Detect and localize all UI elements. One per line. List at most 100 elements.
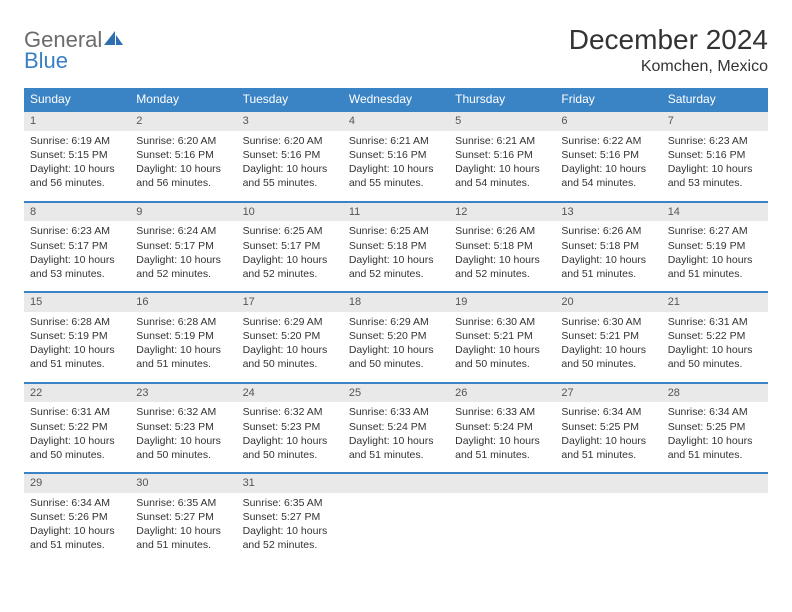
sunrise-line: Sunrise: 6:21 AM <box>455 134 549 148</box>
calendar-cell: 25Sunrise: 6:33 AMSunset: 5:24 PMDayligh… <box>343 383 449 474</box>
sunset-line: Sunset: 5:17 PM <box>243 239 337 253</box>
calendar-cell: 11Sunrise: 6:25 AMSunset: 5:18 PMDayligh… <box>343 202 449 293</box>
day-number: 29 <box>24 474 130 493</box>
sunset-line: Sunset: 5:21 PM <box>455 329 549 343</box>
day-body: Sunrise: 6:20 AMSunset: 5:16 PMDaylight:… <box>130 131 236 201</box>
sunset-line: Sunset: 5:17 PM <box>30 239 124 253</box>
daylight-line: Daylight: 10 hours and 53 minutes. <box>30 253 124 281</box>
day-body: Sunrise: 6:34 AMSunset: 5:25 PMDaylight:… <box>555 402 661 472</box>
calendar-cell: 8Sunrise: 6:23 AMSunset: 5:17 PMDaylight… <box>24 202 130 293</box>
calendar-cell-empty <box>343 473 449 563</box>
calendar-row: 8Sunrise: 6:23 AMSunset: 5:17 PMDaylight… <box>24 202 768 293</box>
day-number: 20 <box>555 293 661 312</box>
day-body: Sunrise: 6:31 AMSunset: 5:22 PMDaylight:… <box>662 312 768 382</box>
day-number: 19 <box>449 293 555 312</box>
calendar-cell: 24Sunrise: 6:32 AMSunset: 5:23 PMDayligh… <box>237 383 343 474</box>
calendar-cell: 16Sunrise: 6:28 AMSunset: 5:19 PMDayligh… <box>130 292 236 383</box>
sunset-line: Sunset: 5:27 PM <box>136 510 230 524</box>
sunrise-line: Sunrise: 6:25 AM <box>349 224 443 238</box>
daylight-line: Daylight: 10 hours and 51 minutes. <box>561 253 655 281</box>
day-number: 18 <box>343 293 449 312</box>
daylight-line: Daylight: 10 hours and 50 minutes. <box>561 343 655 371</box>
daylight-line: Daylight: 10 hours and 52 minutes. <box>136 253 230 281</box>
day-body: Sunrise: 6:20 AMSunset: 5:16 PMDaylight:… <box>237 131 343 201</box>
calendar-cell-empty <box>555 473 661 563</box>
day-number: 23 <box>130 384 236 403</box>
sunrise-line: Sunrise: 6:22 AM <box>561 134 655 148</box>
sunset-line: Sunset: 5:16 PM <box>243 148 337 162</box>
day-number: 31 <box>237 474 343 493</box>
calendar-cell: 14Sunrise: 6:27 AMSunset: 5:19 PMDayligh… <box>662 202 768 293</box>
daylight-line: Daylight: 10 hours and 50 minutes. <box>243 343 337 371</box>
day-body <box>343 493 449 551</box>
day-body: Sunrise: 6:33 AMSunset: 5:24 PMDaylight:… <box>449 402 555 472</box>
calendar-cell: 30Sunrise: 6:35 AMSunset: 5:27 PMDayligh… <box>130 473 236 563</box>
daylight-line: Daylight: 10 hours and 51 minutes. <box>455 434 549 462</box>
sunrise-line: Sunrise: 6:28 AM <box>136 315 230 329</box>
daylight-line: Daylight: 10 hours and 52 minutes. <box>243 253 337 281</box>
calendar-cell: 17Sunrise: 6:29 AMSunset: 5:20 PMDayligh… <box>237 292 343 383</box>
day-body <box>449 493 555 551</box>
daylight-line: Daylight: 10 hours and 56 minutes. <box>30 162 124 190</box>
calendar-cell: 29Sunrise: 6:34 AMSunset: 5:26 PMDayligh… <box>24 473 130 563</box>
day-header-wed: Wednesday <box>343 88 449 111</box>
daylight-line: Daylight: 10 hours and 54 minutes. <box>455 162 549 190</box>
daylight-line: Daylight: 10 hours and 51 minutes. <box>136 524 230 552</box>
calendar-cell-empty <box>449 473 555 563</box>
calendar-cell: 18Sunrise: 6:29 AMSunset: 5:20 PMDayligh… <box>343 292 449 383</box>
daylight-line: Daylight: 10 hours and 50 minutes. <box>349 343 443 371</box>
sunrise-line: Sunrise: 6:25 AM <box>243 224 337 238</box>
sunrise-line: Sunrise: 6:28 AM <box>30 315 124 329</box>
day-body: Sunrise: 6:23 AMSunset: 5:17 PMDaylight:… <box>24 221 130 291</box>
day-number: 25 <box>343 384 449 403</box>
day-number: 5 <box>449 112 555 131</box>
day-header-sat: Saturday <box>662 88 768 111</box>
day-body: Sunrise: 6:22 AMSunset: 5:16 PMDaylight:… <box>555 131 661 201</box>
day-body: Sunrise: 6:29 AMSunset: 5:20 PMDaylight:… <box>343 312 449 382</box>
calendar-cell: 19Sunrise: 6:30 AMSunset: 5:21 PMDayligh… <box>449 292 555 383</box>
sunrise-line: Sunrise: 6:21 AM <box>349 134 443 148</box>
day-body: Sunrise: 6:26 AMSunset: 5:18 PMDaylight:… <box>555 221 661 291</box>
day-body: Sunrise: 6:26 AMSunset: 5:18 PMDaylight:… <box>449 221 555 291</box>
day-body <box>555 493 661 551</box>
daylight-line: Daylight: 10 hours and 51 minutes. <box>561 434 655 462</box>
month-title: December 2024 <box>569 24 768 56</box>
sunset-line: Sunset: 5:16 PM <box>668 148 762 162</box>
sunrise-line: Sunrise: 6:34 AM <box>30 496 124 510</box>
day-number <box>662 474 768 493</box>
calendar-row: 15Sunrise: 6:28 AMSunset: 5:19 PMDayligh… <box>24 292 768 383</box>
day-body: Sunrise: 6:32 AMSunset: 5:23 PMDaylight:… <box>130 402 236 472</box>
daylight-line: Daylight: 10 hours and 50 minutes. <box>30 434 124 462</box>
sunrise-line: Sunrise: 6:31 AM <box>30 405 124 419</box>
day-body: Sunrise: 6:23 AMSunset: 5:16 PMDaylight:… <box>662 131 768 201</box>
daylight-line: Daylight: 10 hours and 50 minutes. <box>136 434 230 462</box>
day-number: 10 <box>237 203 343 222</box>
sunrise-line: Sunrise: 6:35 AM <box>243 496 337 510</box>
sunset-line: Sunset: 5:18 PM <box>349 239 443 253</box>
day-body: Sunrise: 6:28 AMSunset: 5:19 PMDaylight:… <box>130 312 236 382</box>
day-number: 26 <box>449 384 555 403</box>
calendar-cell: 12Sunrise: 6:26 AMSunset: 5:18 PMDayligh… <box>449 202 555 293</box>
day-number <box>449 474 555 493</box>
calendar-row: 1Sunrise: 6:19 AMSunset: 5:15 PMDaylight… <box>24 111 768 202</box>
sunset-line: Sunset: 5:16 PM <box>455 148 549 162</box>
calendar-cell: 27Sunrise: 6:34 AMSunset: 5:25 PMDayligh… <box>555 383 661 474</box>
day-body: Sunrise: 6:30 AMSunset: 5:21 PMDaylight:… <box>555 312 661 382</box>
calendar-cell: 26Sunrise: 6:33 AMSunset: 5:24 PMDayligh… <box>449 383 555 474</box>
calendar-cell: 28Sunrise: 6:34 AMSunset: 5:25 PMDayligh… <box>662 383 768 474</box>
daylight-line: Daylight: 10 hours and 50 minutes. <box>668 343 762 371</box>
sunrise-line: Sunrise: 6:20 AM <box>243 134 337 148</box>
day-number: 6 <box>555 112 661 131</box>
calendar-cell: 7Sunrise: 6:23 AMSunset: 5:16 PMDaylight… <box>662 111 768 202</box>
calendar-table: Sunday Monday Tuesday Wednesday Thursday… <box>24 88 768 563</box>
sunset-line: Sunset: 5:19 PM <box>668 239 762 253</box>
title-block: December 2024 Komchen, Mexico <box>569 24 768 76</box>
sunset-line: Sunset: 5:20 PM <box>243 329 337 343</box>
daylight-line: Daylight: 10 hours and 53 minutes. <box>668 162 762 190</box>
day-number: 28 <box>662 384 768 403</box>
sunrise-line: Sunrise: 6:33 AM <box>455 405 549 419</box>
calendar-cell: 21Sunrise: 6:31 AMSunset: 5:22 PMDayligh… <box>662 292 768 383</box>
sunrise-line: Sunrise: 6:35 AM <box>136 496 230 510</box>
calendar-cell: 5 Sunrise: 6:21 AMSunset: 5:16 PMDaylight… <box>449 111 555 202</box>
calendar-cell: 13Sunrise: 6:26 AMSunset: 5:18 PMDayligh… <box>555 202 661 293</box>
